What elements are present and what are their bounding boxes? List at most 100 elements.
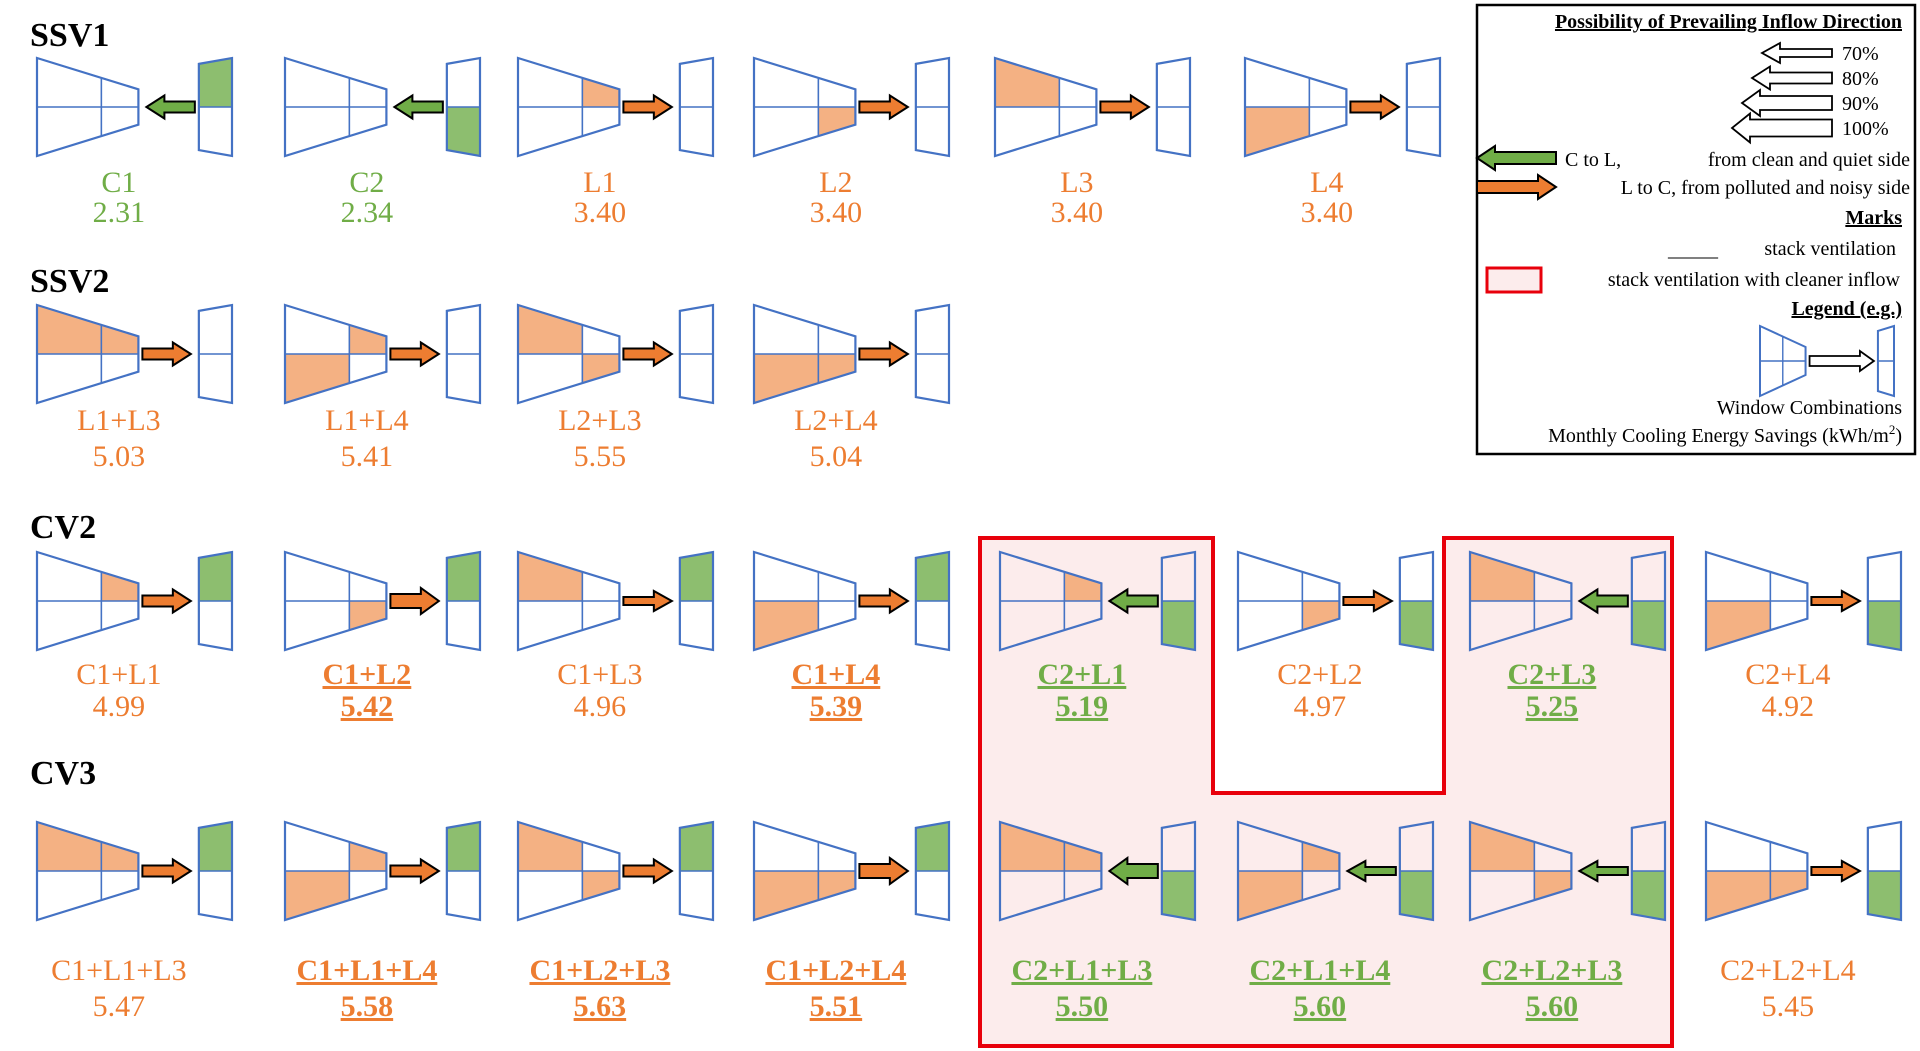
row-title: SSV2 (30, 263, 109, 300)
clean-side-window-open (915, 552, 949, 601)
window-combination-item: C2+L1+L35.50 (998, 820, 1197, 1023)
loud-side-window-frame (998, 550, 1103, 652)
clean-side-window-frame (1405, 56, 1442, 158)
clean-side-window-frame (1155, 56, 1192, 158)
combination-label: C1+L1+L3 (51, 954, 187, 987)
row-cv2: CV2C1+L14.99C1+L25.42C1+L34.96C1+L45.39C… (30, 509, 1903, 723)
clean-side-window-open (915, 822, 949, 871)
example-arrow (1808, 349, 1876, 373)
l-to-c-arrow (622, 93, 674, 121)
l-to-c-arrow (858, 93, 910, 121)
loud-side-window-frame (516, 550, 621, 652)
loud-side-window-frame (1243, 56, 1348, 158)
clean-side-window-frame (445, 56, 482, 158)
clean-side-window-frame (914, 550, 951, 652)
window-combination-item: C2+L15.19 (998, 550, 1197, 723)
combination-label: C1+L2 (323, 658, 412, 691)
loud-side-window-frame (516, 820, 621, 922)
loud-side-window-frame (752, 550, 857, 652)
l-to-c-arrow (141, 857, 193, 885)
window-combination-item: C2+L44.92 (1704, 550, 1903, 723)
c-to-l-arrow (1577, 587, 1629, 615)
window-pane-open-tl (1470, 822, 1535, 871)
window-combination-item: C1+L1+L35.47 (35, 820, 234, 1023)
clean-side-window-frame (1630, 820, 1667, 922)
clean-side-window-frame (197, 303, 234, 405)
window-pane-open-tr (1064, 571, 1102, 601)
combination-label: C2+L2+L4 (1720, 954, 1856, 987)
legend-title: Possibility of Prevailing Inflow Directi… (1555, 11, 1902, 33)
clean-side-window-open (446, 552, 480, 601)
loud-side-window-frame (35, 550, 140, 652)
window-pane-open-br (349, 601, 387, 631)
window-pane-open-bl (754, 871, 819, 920)
energy-savings-value: 4.92 (1762, 690, 1815, 723)
marks-heading: Marks (1845, 207, 1902, 229)
window-combination-item: C1+L2+L45.51 (752, 820, 951, 1023)
row-cv3: CV3C1+L1+L35.47C1+L1+L45.58C1+L2+L35.63C… (30, 755, 1903, 1023)
loud-side-window-frame (35, 303, 140, 405)
possibility-label: 70% (1842, 43, 1879, 65)
loud-side-window-frame (752, 820, 857, 922)
clean-side-window-open (1867, 601, 1901, 650)
clean-side-window-frame (1866, 820, 1903, 922)
cleaner-inflow-region (978, 536, 1674, 1048)
window-pane-open-tr (1064, 841, 1102, 871)
window-pane-open-tr (101, 571, 139, 601)
window-pane-open-br (818, 871, 856, 901)
clean-side-window-open (1161, 871, 1195, 920)
window-combination-item: L33.40 (993, 56, 1192, 229)
window-pane-open-tr (582, 77, 620, 107)
window-combination-item: C2+L35.25 (1468, 550, 1667, 723)
l-to-c-key (1476, 173, 1558, 201)
energy-savings-value: 5.60 (1294, 990, 1347, 1023)
window-pane-open-br (582, 354, 620, 384)
window-combination-item: C2+L1+L45.60 (1236, 820, 1435, 1023)
combination-label: C1 (101, 166, 136, 199)
c-to-l-arrow (1107, 856, 1159, 886)
l-to-c-arrow (389, 586, 441, 616)
window-combination-item: C1+L2+L35.63 (516, 820, 715, 1023)
l-to-c-arrow (858, 587, 910, 615)
l-to-c-arrow (1810, 589, 1862, 613)
cleaner-inflow-swatch (1485, 266, 1543, 294)
window-pane-open-br (1302, 601, 1340, 631)
energy-savings-value: 5.19 (1056, 690, 1109, 723)
clean-side-window-frame (197, 820, 234, 922)
l-to-c-arrow (389, 857, 441, 885)
loud-side-window-frame (35, 56, 140, 158)
c-to-l-key (1475, 144, 1557, 172)
c-to-l-arrow (1577, 859, 1629, 883)
l-to-c-key-arrow (1476, 173, 1558, 201)
clean-side-window-open (1399, 601, 1433, 650)
combination-label: C2+L4 (1745, 658, 1830, 691)
window-combination-item: L2+L45.04 (752, 303, 951, 473)
window-pane-open-br (818, 107, 856, 137)
l-to-c-arrow (141, 587, 193, 615)
window-combination-item: L1+L35.03 (35, 303, 234, 473)
combination-label: C1+L2+L3 (529, 954, 670, 987)
clean-side-window-frame (445, 550, 482, 652)
loud-side-window-frame (1468, 550, 1573, 652)
energy-savings-value: 5.55 (574, 440, 627, 473)
c-to-l-arrow (392, 93, 444, 121)
underline-mark: _____ (1667, 239, 1719, 261)
possibility-label: 90% (1842, 93, 1879, 115)
l-to-c-arrow (1099, 93, 1151, 121)
combination-label: L1+L3 (77, 404, 161, 437)
row-title: CV2 (30, 509, 96, 546)
energy-savings-value: 5.45 (1762, 990, 1815, 1023)
l-to-c-arrow (622, 340, 674, 368)
possibility-arrow-100 (1730, 111, 1833, 145)
window-pane-open-br (818, 354, 856, 384)
loud-side-window-frame (752, 303, 857, 405)
example-heading: Legend (e.g.) (1791, 298, 1902, 320)
l-to-c-arrow (389, 340, 441, 368)
energy-savings-value: 5.51 (810, 990, 863, 1023)
energy-savings-label: Monthly Cooling Energy Savings (kWh/m2) (1548, 422, 1902, 447)
window-pane-open-bl (1706, 601, 1771, 650)
c-to-l-arrow (1345, 859, 1397, 883)
window-combination-item: C12.31 (35, 56, 234, 229)
window-pane-open-br (1534, 871, 1572, 901)
